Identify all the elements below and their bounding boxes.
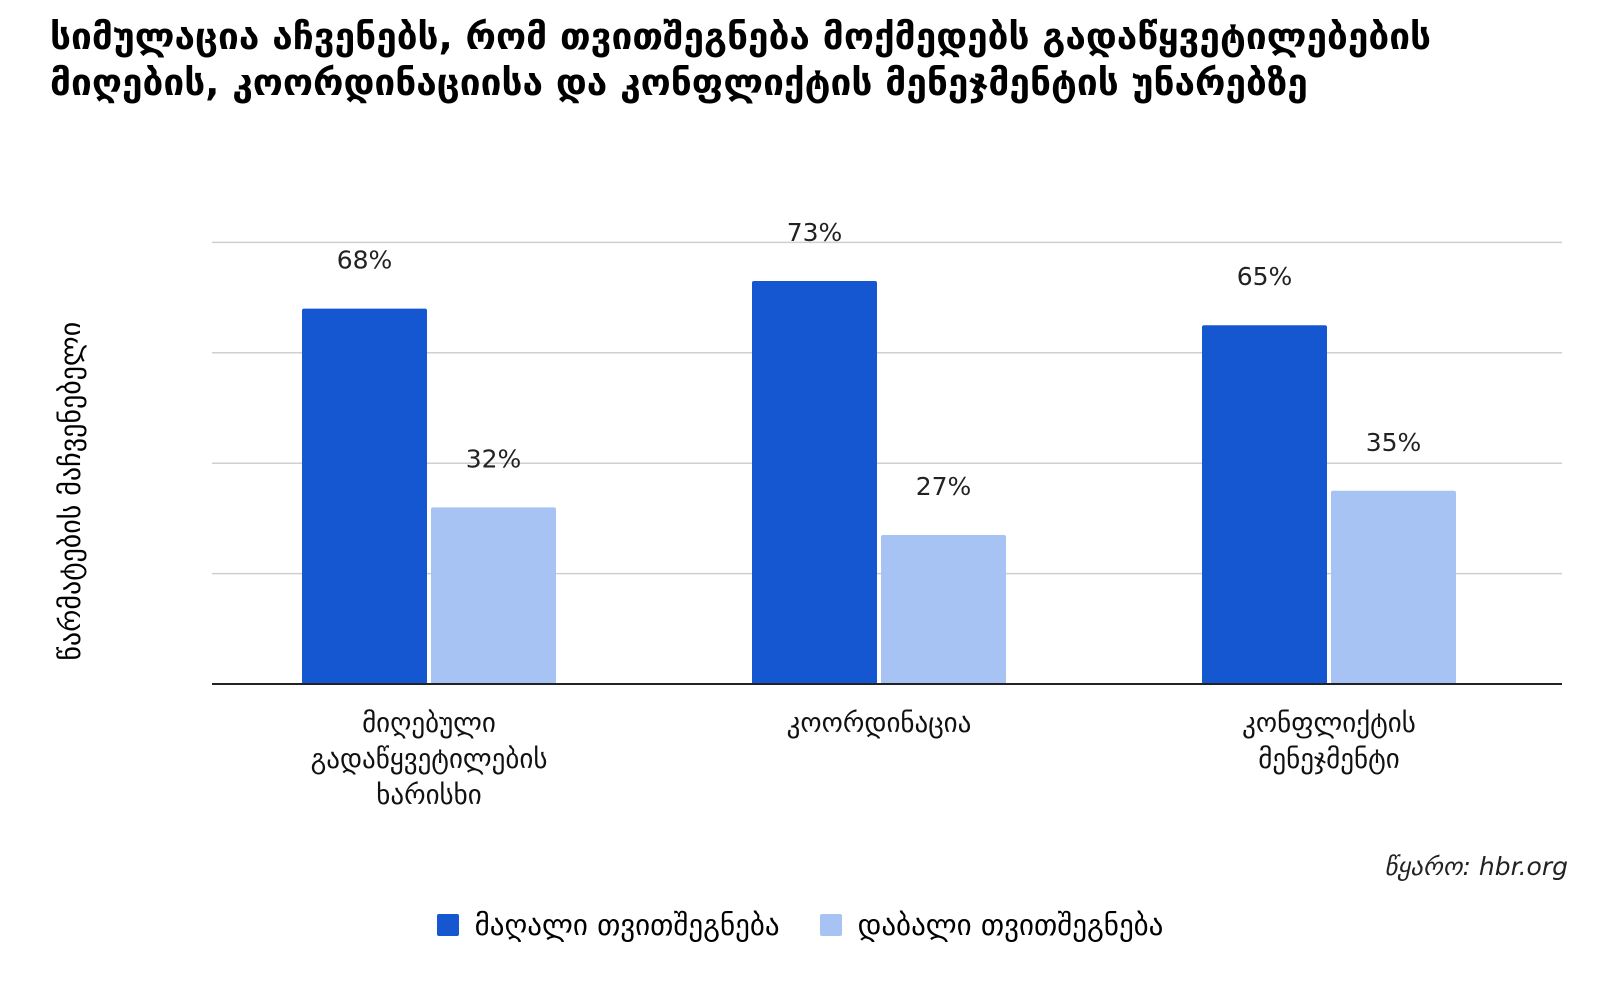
legend-label-low: დაბალი თვითშეგნება [857, 908, 1164, 942]
x-tick-label: მიღებული [362, 708, 496, 739]
legend-label-high: მაღალი თვითშეგნება [474, 908, 780, 942]
chart-title: სიმულაცია აჩვენებს, რომ თვითშეგნება მოქმ… [50, 15, 1432, 104]
bar-high-2 [1202, 325, 1327, 684]
data-label: 32% [466, 444, 522, 473]
bar-low-0 [431, 507, 556, 684]
legend-item-low: დაბალი თვითშეგნება [819, 908, 1164, 942]
data-label: 73% [787, 218, 843, 247]
x-tick-label: გადაწყვეტილების [311, 744, 548, 775]
data-label: 35% [1366, 428, 1422, 457]
data-label: 27% [916, 472, 972, 501]
bar-high-0 [302, 308, 427, 684]
source-note: წყარო: hbr.org [1384, 852, 1568, 881]
x-tick-label: მენეჯმენტი [1258, 744, 1399, 775]
x-tick-label: ხარისხი [376, 780, 481, 811]
bar-low-1 [881, 534, 1006, 684]
x-tick-label: კოორდინაცია [787, 708, 972, 739]
x-tick-label: კონფლიქტის [1242, 708, 1416, 739]
legend: მაღალი თვითშეგნება დაბალი თვითშეგნება [0, 908, 1600, 942]
legend-item-high: მაღალი თვითშეგნება [436, 908, 780, 942]
data-label: 68% [337, 246, 393, 275]
bar-low-2 [1331, 490, 1456, 684]
y-axis-label: წარმატების მაჩვენებელი [54, 322, 87, 661]
bar-high-1 [752, 281, 877, 684]
legend-swatch-high [436, 914, 459, 936]
data-label: 65% [1237, 262, 1293, 291]
legend-swatch-low [819, 914, 842, 936]
